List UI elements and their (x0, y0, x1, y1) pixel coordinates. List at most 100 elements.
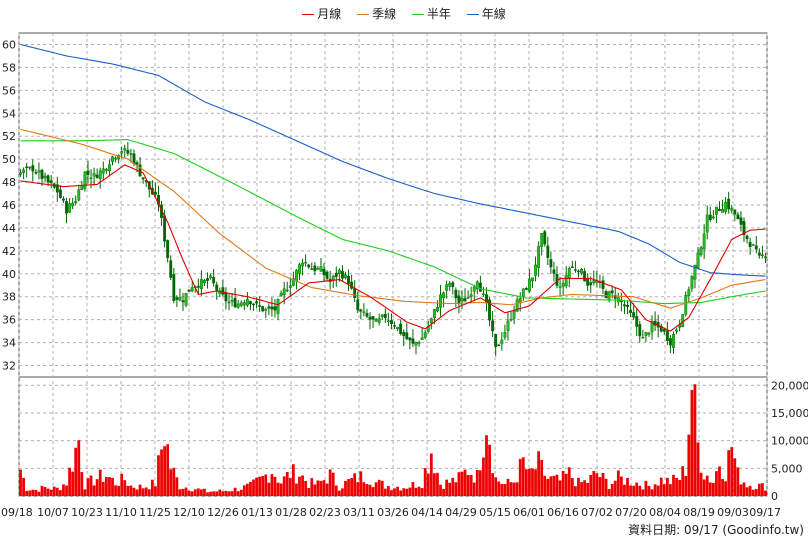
volume-tick-label: 5,000 (771, 462, 803, 475)
date-tick-label: 08/04 (649, 506, 681, 519)
date-tick-label: 10/07 (37, 506, 69, 519)
candle-body (641, 336, 645, 339)
volume-bar (607, 489, 611, 496)
candle-body (748, 241, 752, 247)
candle-body (644, 331, 648, 336)
candle-body (570, 266, 574, 268)
candle-body (629, 309, 633, 313)
candle-body (506, 320, 510, 331)
volume-bar (540, 459, 544, 496)
volume-bar (301, 475, 304, 496)
price-tick-label: 38 (2, 291, 16, 304)
candle-body (445, 284, 449, 291)
volume-bar (295, 483, 298, 496)
candle-body (417, 342, 421, 344)
candle-body (414, 342, 418, 346)
volume-bar (451, 477, 455, 496)
volume-bar (690, 389, 694, 496)
candle-body (49, 180, 53, 184)
candle-body (291, 278, 295, 286)
candle-body (123, 148, 127, 151)
candle-body (754, 245, 758, 250)
volume-bar (331, 472, 335, 496)
candle-body (37, 170, 41, 173)
volume-bar (298, 476, 301, 496)
volume-bar (393, 488, 396, 496)
candle-body (451, 282, 455, 287)
volume-bar (316, 480, 320, 496)
candle-body (273, 306, 277, 311)
volume-bar (650, 489, 654, 496)
date-tick-label: 04/14 (411, 506, 443, 519)
candle-body (448, 283, 452, 287)
volume-bar (291, 464, 295, 496)
candle-body (534, 264, 537, 276)
legend-item-halfyear: 半年 (411, 5, 451, 22)
volume-bar (672, 474, 675, 496)
candle-body (295, 270, 298, 282)
legend-item-yearly: 年線 (466, 5, 506, 22)
volume-bar (558, 480, 562, 496)
volume-bar (221, 491, 225, 496)
price-tick-label: 46 (2, 199, 16, 212)
candle-body (457, 295, 461, 304)
candle-body (347, 275, 350, 284)
volume-bar (169, 469, 173, 496)
volume-bar (353, 473, 357, 496)
candle-body (187, 289, 191, 292)
candle-body (356, 299, 360, 311)
volume-bar (68, 467, 71, 496)
candle-body (429, 318, 433, 324)
candle-body (546, 245, 550, 258)
legend-label-yearly: 年線 (481, 7, 506, 21)
sma-monthly-line (20, 164, 766, 332)
volume-bar (460, 471, 464, 496)
volume-bar (478, 470, 482, 496)
price-tick-label: 58 (2, 61, 16, 74)
volume-bar (678, 479, 682, 496)
candle-body (89, 177, 93, 180)
candle-body (613, 295, 617, 299)
date-tick-label: 12/26 (207, 506, 239, 519)
date-tick-label: 02/23 (309, 506, 341, 519)
volume-bar (604, 478, 608, 496)
volume-bar (144, 487, 148, 496)
candle-body (733, 209, 737, 215)
volume-bar (543, 475, 547, 496)
candle-body (104, 168, 108, 171)
volume-bar (561, 471, 565, 496)
date-tick-label: 11/10 (105, 506, 137, 519)
volume-bar (270, 474, 274, 496)
candle-body (199, 279, 203, 290)
volume-bar (500, 484, 504, 496)
volume-bar (138, 484, 142, 496)
candle-body (537, 246, 541, 268)
volume-bar (108, 477, 111, 496)
candle-body (62, 198, 65, 201)
candle-body (739, 217, 743, 225)
candle-body (475, 281, 479, 290)
volume-bar (307, 487, 311, 496)
volume-bar (365, 484, 369, 496)
volume-bar (442, 488, 445, 496)
volume-bar (25, 490, 29, 496)
volume-bar (89, 475, 93, 496)
volume-bar (708, 482, 712, 496)
volume-bar (616, 470, 620, 496)
date-tick-label: 01/13 (241, 506, 273, 519)
candle-body (669, 338, 672, 346)
volume-bar (751, 489, 755, 496)
volume-bar (515, 482, 519, 496)
candle-body (604, 291, 608, 299)
volume-bar (43, 487, 47, 496)
volume-bar (126, 485, 130, 496)
candle-body (714, 206, 718, 215)
volume-bar (28, 490, 32, 496)
candle-body (552, 269, 556, 274)
volume-bar (626, 477, 629, 496)
price-tick-label: 52 (2, 130, 16, 143)
candle-body (209, 275, 213, 279)
legend-item-monthly: 月線 (302, 5, 341, 22)
volume-bar (669, 484, 672, 496)
candle-body (371, 316, 375, 320)
